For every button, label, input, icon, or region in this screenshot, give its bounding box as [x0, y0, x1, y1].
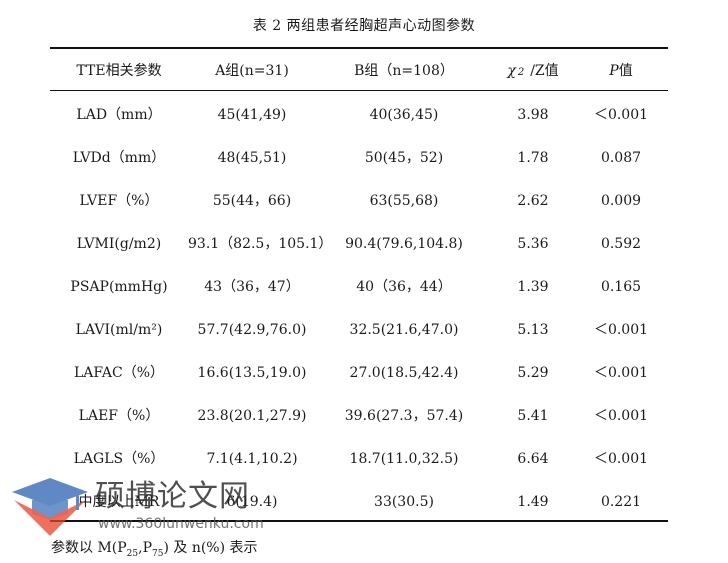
watermark-url: www.360lunwenku.com — [98, 516, 264, 532]
row-p-value: ＜0.001 — [593, 107, 649, 123]
row-group-b: 40（36，44） — [356, 279, 452, 295]
p-symbol: P — [609, 63, 619, 79]
table-row: LAD（mm） 45(41,49) 40(36,45) 3.98 ＜0.001 — [50, 95, 668, 135]
stat-label: /Z值 — [530, 63, 559, 79]
footnote-mid: ,P — [138, 540, 152, 556]
table-row: LAVI(ml/m²) 57.7(42.9,76.0) 32.5(21.6,47… — [50, 310, 668, 350]
row-statistic: 1.39 — [517, 279, 549, 295]
chi-symbol: χ — [507, 63, 516, 79]
watermark: 硕博论文网 www.360lunwenku.com — [10, 470, 310, 538]
watermark-title: 硕博论文网 — [95, 479, 250, 514]
row-p-value: ＜0.001 — [593, 408, 649, 424]
row-group-b: 27.0(18.5,42.4) — [349, 365, 459, 381]
table-row: LAFAC（%） 16.6(13.5,19.0) 27.0(18.5,42.4)… — [50, 353, 668, 393]
chi-sub: 2 — [517, 67, 525, 78]
table-row: LVDd（mm） 48(45,51) 50(45，52) 1.78 0.087 — [50, 138, 668, 178]
row-statistic: 5.29 — [517, 365, 549, 381]
table-row: LVMI(g/m2) 93.1（82.5，105.1） 90.4(79.6,10… — [50, 224, 668, 264]
row-group-a: 16.6(13.5,19.0) — [197, 365, 307, 381]
header-group-a: A组(n=31) — [215, 63, 289, 79]
row-group-b: 32.5(21.6,47.0) — [349, 322, 459, 338]
row-group-a: 6(19.4) — [226, 494, 278, 510]
table-row: 中度以上MR 6(19.4) 33(30.5) 1.49 0.221 — [50, 482, 668, 522]
footnote-sub-25: 25 — [126, 548, 139, 559]
row-statistic: 6.64 — [517, 451, 549, 467]
row-param: LAD（mm） — [76, 107, 162, 123]
row-p-value: 0.087 — [600, 150, 642, 166]
row-param: LAVI(ml/m²) — [75, 322, 163, 338]
table-row: LAGLS（%） 7.1(4.1,10.2) 18.7(11.0,32.5) 6… — [50, 439, 668, 479]
row-param: LAFAC（%） — [73, 365, 165, 381]
footnote-suffix: ) 及 n(%) 表示 — [163, 540, 258, 556]
row-group-a: 93.1（82.5，105.1） — [188, 236, 333, 252]
row-param: LAGLS（%） — [73, 451, 165, 467]
footnote-sub-75: 75 — [152, 548, 164, 559]
row-param: LVDd（mm） — [72, 150, 166, 166]
table-row: PSAP(mmHg) 43（36，47） 40（36，44） 1.39 0.16… — [50, 267, 668, 307]
table-header-rule — [50, 90, 668, 91]
row-param: 中度以上MR — [78, 494, 160, 510]
graduation-cap-icon — [12, 478, 88, 536]
table-footnote: 参数以 M(P25,P75) 及 n(%) 表示 — [51, 537, 258, 559]
row-group-a: 48(45,51) — [217, 150, 287, 166]
row-group-a: 45(41,49) — [217, 107, 287, 123]
row-group-a: 7.1(4.1,10.2) — [206, 451, 298, 467]
row-p-value: ＜0.001 — [593, 365, 649, 381]
header-param: TTE相关参数 — [76, 63, 162, 79]
header-p-value: P值 — [574, 51, 668, 91]
row-statistic: 3.98 — [517, 107, 549, 123]
row-p-value: ＜0.001 — [593, 322, 649, 338]
row-p-value: 0.009 — [600, 193, 642, 209]
row-p-value: ＜0.001 — [593, 451, 649, 467]
row-statistic: 2.62 — [517, 193, 549, 209]
row-group-a: 23.8(20.1,27.9) — [197, 408, 307, 424]
p-label: 值 — [618, 63, 633, 79]
row-param: LVEF（%） — [79, 193, 159, 209]
table-row: LAEF（%） 23.8(20.1,27.9) 39.6(27.3，57.4) … — [50, 396, 668, 436]
row-group-a: 55(44，66) — [212, 193, 292, 209]
row-param: LVMI(g/m2) — [76, 236, 162, 252]
row-statistic: 1.49 — [517, 494, 549, 510]
row-statistic: 1.78 — [517, 150, 549, 166]
row-statistic: 5.36 — [517, 236, 549, 252]
table-top-rule — [50, 47, 668, 49]
row-group-b: 50(45，52) — [364, 150, 444, 166]
row-p-value: 0.221 — [600, 494, 642, 510]
row-group-a: 57.7(42.9,76.0) — [197, 322, 307, 338]
row-group-b: 40(36,45) — [369, 107, 439, 123]
row-group-b: 90.4(79.6,104.8) — [345, 236, 463, 252]
table-bottom-rule — [50, 520, 668, 522]
row-statistic: 5.41 — [517, 408, 549, 424]
row-group-a: 43（36，47） — [204, 279, 300, 295]
table-caption: 表 2 两组患者经胸超声心动图参数 — [252, 18, 476, 34]
row-p-value: 0.592 — [600, 236, 642, 252]
row-group-b: 63(55,68) — [369, 193, 439, 209]
row-group-b: 33(30.5) — [374, 494, 434, 510]
table-header-row: TTE相关参数 A组(n=31) B组（n=108） χ 2/Z值 P值 — [50, 51, 668, 91]
row-group-b: 18.7(11.0,32.5) — [349, 451, 459, 467]
row-param: PSAP(mmHg) — [70, 279, 168, 295]
row-statistic: 5.13 — [517, 322, 549, 338]
footnote-prefix: 参数以 M(P — [51, 540, 127, 556]
table-row: LVEF（%） 55(44，66) 63(55,68) 2.62 0.009 — [50, 181, 668, 221]
row-group-b: 39.6(27.3，57.4) — [344, 408, 464, 424]
header-group-b: B组（n=108） — [354, 63, 454, 79]
row-p-value: 0.165 — [600, 279, 642, 295]
header-statistic: χ 2/Z值 — [492, 51, 574, 93]
row-param: LAEF（%） — [78, 408, 160, 424]
